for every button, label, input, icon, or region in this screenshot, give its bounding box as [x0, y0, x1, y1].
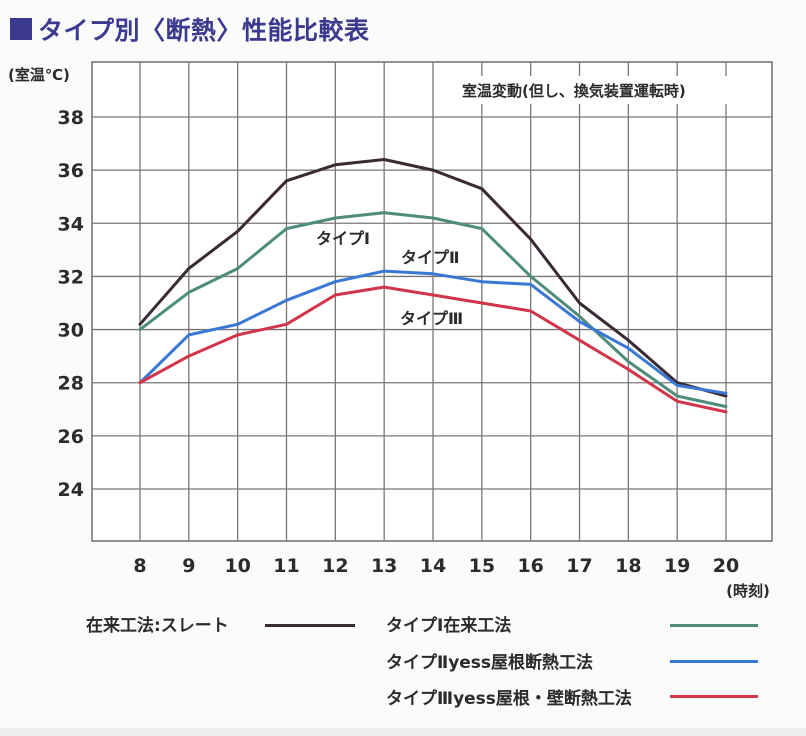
x-tick-label: 11 — [273, 555, 299, 577]
x-tick-label: 15 — [469, 555, 495, 577]
y-tick-label: 28 — [58, 373, 84, 395]
x-tick-label: 18 — [615, 555, 641, 577]
x-tick-label: 17 — [566, 555, 592, 577]
x-tick-label: 13 — [371, 555, 397, 577]
x-tick-label: 8 — [133, 555, 146, 577]
title-bar: タイプ別〈断熱〉性能比較表 — [10, 10, 370, 48]
x-tick-label: 10 — [224, 555, 250, 577]
title-square-icon — [10, 18, 32, 40]
y-axis-label: (室温℃) — [8, 66, 70, 84]
series-label-type2: タイプⅡ — [401, 248, 460, 267]
x-tick-label: 19 — [664, 555, 690, 577]
y-tick-label: 26 — [58, 426, 84, 448]
x-tick-label: 16 — [517, 555, 543, 577]
series-line-slate — [138, 158, 728, 398]
x-tick-label: 12 — [322, 555, 348, 577]
footer-rule — [0, 728, 806, 736]
series-label-type1: タイプⅠ — [316, 229, 370, 248]
y-tick-label: 34 — [58, 213, 84, 235]
series-label-type3: タイプⅢ — [400, 309, 463, 328]
x-tick-label: 9 — [182, 555, 195, 577]
page-title: タイプ別〈断熱〉性能比較表 — [38, 16, 370, 45]
x-axis-label: (時刻) — [726, 582, 770, 600]
series-line-type3 — [138, 285, 728, 414]
plot-frame — [91, 61, 773, 542]
series-line-type2 — [138, 269, 728, 395]
series-line-type1 — [138, 211, 728, 409]
y-tick-label: 32 — [58, 266, 84, 288]
x-tick-label: 14 — [420, 555, 446, 577]
annotation-bg — [455, 76, 755, 104]
x-tick-label: 20 — [713, 555, 739, 577]
y-tick-label: 36 — [58, 160, 84, 182]
y-tick-label: 38 — [58, 107, 84, 129]
y-tick-label: 24 — [58, 479, 84, 501]
y-tick-label: 30 — [58, 320, 84, 342]
annotation-text: 室温変動(但し、換気装置運転時) — [462, 82, 686, 100]
